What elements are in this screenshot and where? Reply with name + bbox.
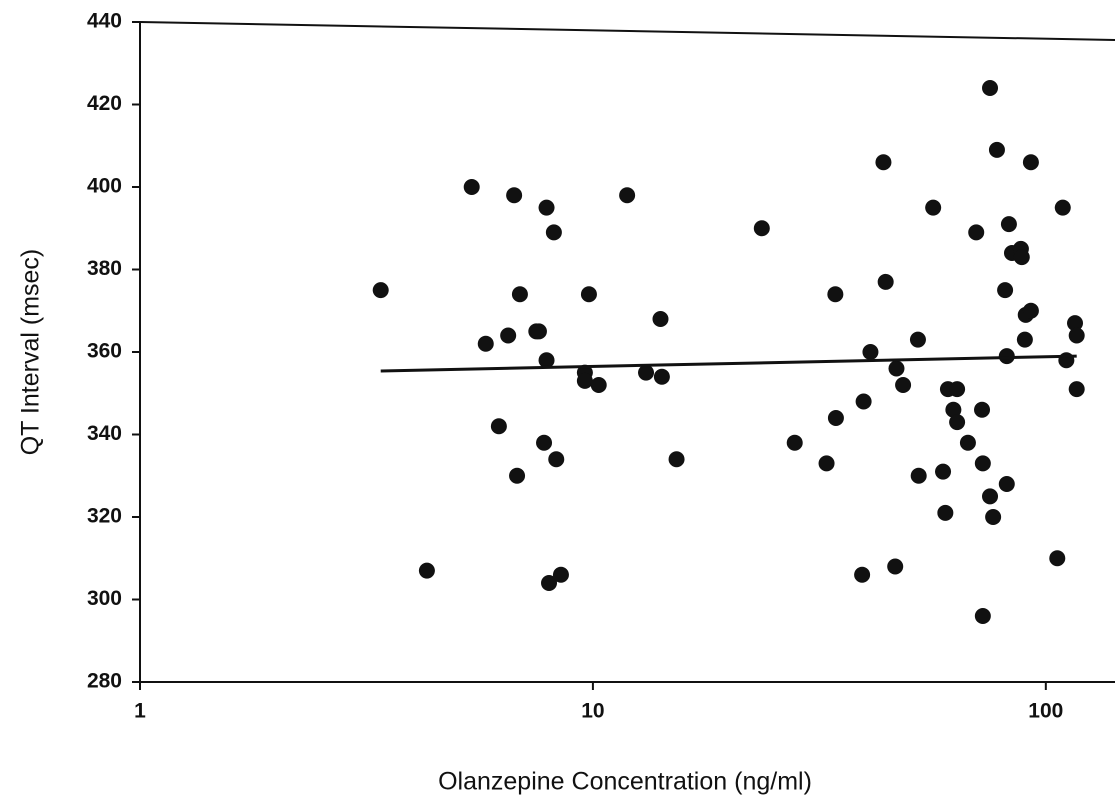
point [668,451,685,468]
point [1022,154,1039,171]
point [895,377,912,393]
point [985,509,1002,525]
point [945,401,962,418]
point [1054,199,1071,216]
top-border [139,21,1115,41]
y-tick-label: 400 [87,175,122,198]
trend-line [380,354,1077,373]
y-tick-label: 340 [87,422,122,445]
point [753,220,770,237]
y-tick-label: 360 [87,340,122,363]
point [1049,550,1066,567]
point [463,179,480,195]
point [982,488,999,505]
point [1067,315,1084,332]
point [541,575,558,591]
point [827,410,844,426]
point [925,199,942,216]
point [974,401,991,418]
point [511,286,528,303]
y-tick-label: 300 [87,587,122,610]
point [875,154,892,171]
x-axis-label: Olanzepine Concentration (ng/ml) [438,768,812,796]
point [937,504,954,521]
point [1058,352,1075,369]
point [982,80,999,96]
point [818,455,835,472]
y-axis-label: QT Interval (msec) [17,249,45,456]
point [1068,381,1085,398]
point [888,360,905,377]
y-tick-label: 320 [87,505,122,528]
point [910,467,927,484]
point [536,434,553,451]
point [653,368,670,385]
point [1016,331,1033,348]
point [827,286,844,303]
point [545,224,562,241]
point [887,558,904,575]
point [997,282,1014,299]
point [1000,216,1017,233]
point [862,344,879,360]
point [974,608,991,624]
point [418,562,435,579]
point [949,414,966,431]
point [477,335,494,352]
point [786,434,803,451]
point [590,377,607,393]
point [530,323,547,340]
point [1068,327,1085,344]
point [998,476,1015,492]
point [949,381,966,398]
point [490,418,507,435]
point [619,187,636,204]
point [959,434,976,451]
point [506,187,523,204]
point [974,455,991,472]
y-tick-label: 380 [87,257,122,280]
point [854,566,871,583]
y-tick-label: 420 [87,92,122,115]
point [988,141,1005,158]
point [500,327,517,344]
point [935,463,952,480]
point [877,273,894,290]
point [638,364,655,381]
x-tick-label: 10 [581,700,604,723]
y-tick-label: 440 [87,10,122,33]
point [909,331,926,348]
x-tick-label: 100 [1028,700,1063,723]
point [1022,302,1039,319]
point [548,451,565,468]
x-tick-label: 1 [134,700,146,723]
point [1013,249,1030,266]
point [509,467,526,484]
point [372,282,389,299]
point [552,566,569,583]
y-tick-label: 280 [87,670,122,693]
point [968,224,985,241]
point [576,372,593,389]
point [580,286,597,303]
point [538,352,555,369]
point [538,199,555,216]
point [652,311,669,327]
point [855,393,872,410]
